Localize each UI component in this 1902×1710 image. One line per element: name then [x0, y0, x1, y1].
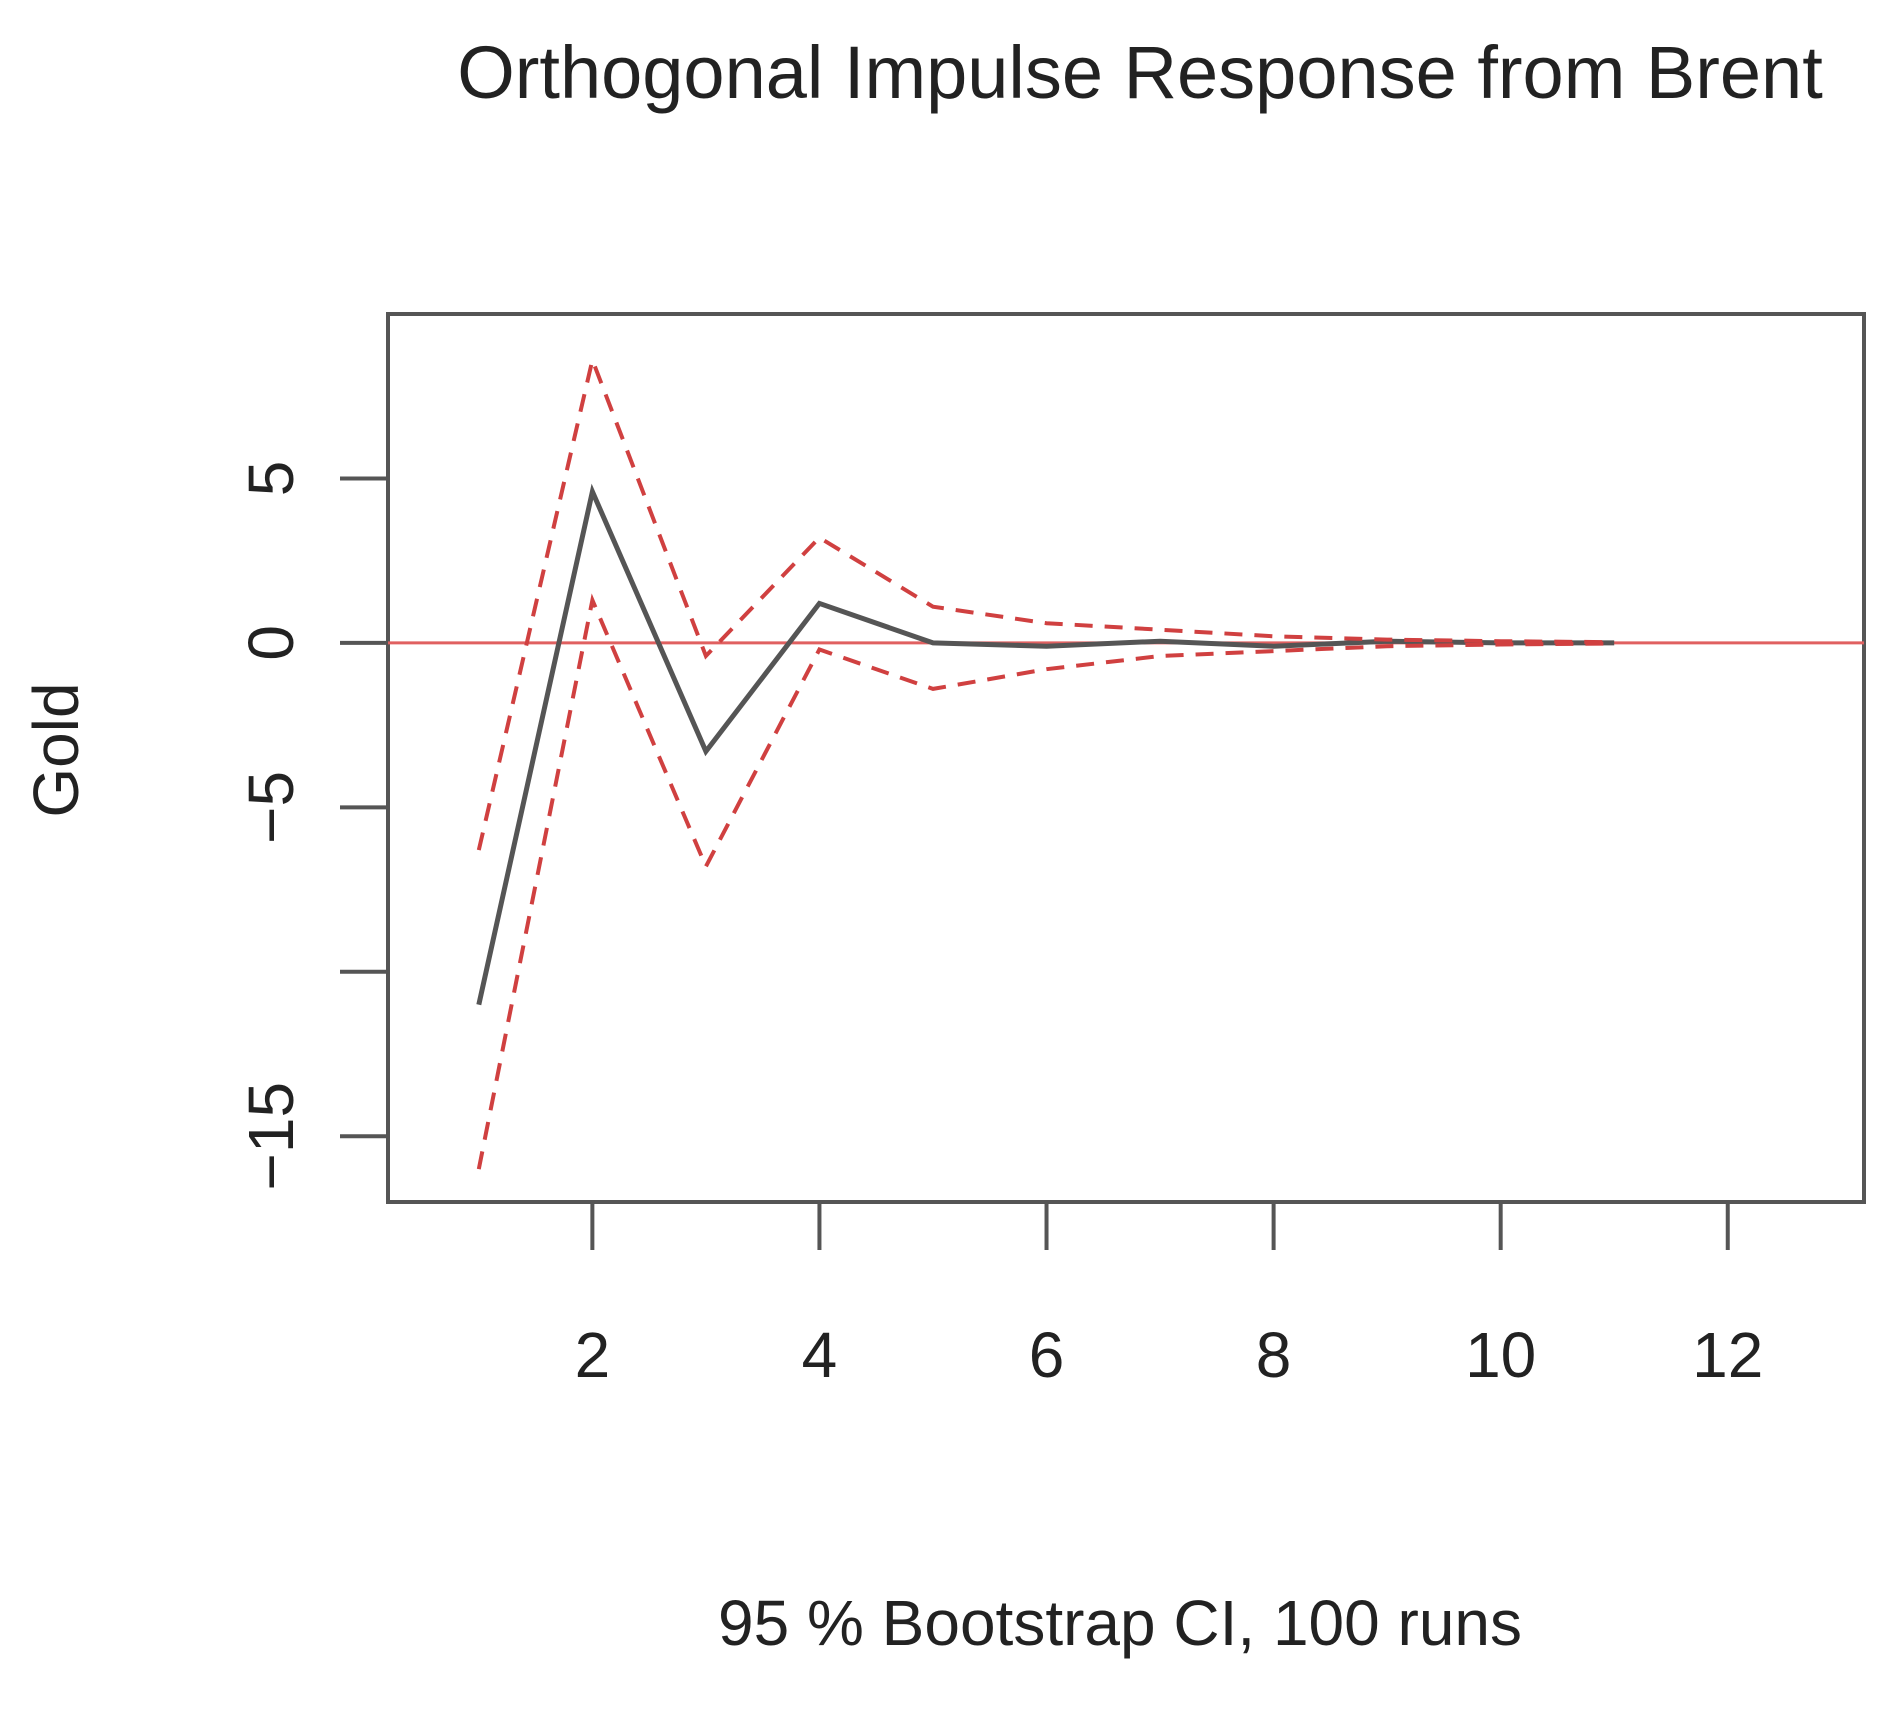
y-tick-label: 5 [235, 461, 307, 497]
x-tick-label: 8 [1256, 1319, 1292, 1391]
plot-frame [386, 312, 1866, 1204]
series-layer [388, 353, 1864, 1170]
lower-ci-line [476, 593, 1615, 1170]
x-tick-label: 4 [802, 1319, 838, 1391]
impulse-response-line [476, 483, 1615, 1006]
x-tick-label: 6 [1029, 1319, 1065, 1391]
y-tick-label: −15 [235, 1082, 307, 1191]
x-tick-label: 12 [1692, 1319, 1763, 1391]
x-tick-label: 10 [1465, 1319, 1536, 1391]
upper-ci-line [476, 353, 1615, 851]
y-axis-label: Gold [20, 682, 92, 817]
x-tick-label: 2 [575, 1319, 611, 1391]
x-axis: 2 4 6 8 10 12 [575, 1202, 1763, 1391]
x-axis-label: 95 % Bootstrap CI, 100 runs [718, 1587, 1522, 1659]
y-axis: −15 −5 0 5 [235, 461, 388, 1191]
chart-title: Orthogonal Impulse Response from Brent [457, 31, 1823, 114]
y-tick-label: 0 [235, 625, 307, 661]
y-tick-label: −5 [235, 771, 307, 844]
